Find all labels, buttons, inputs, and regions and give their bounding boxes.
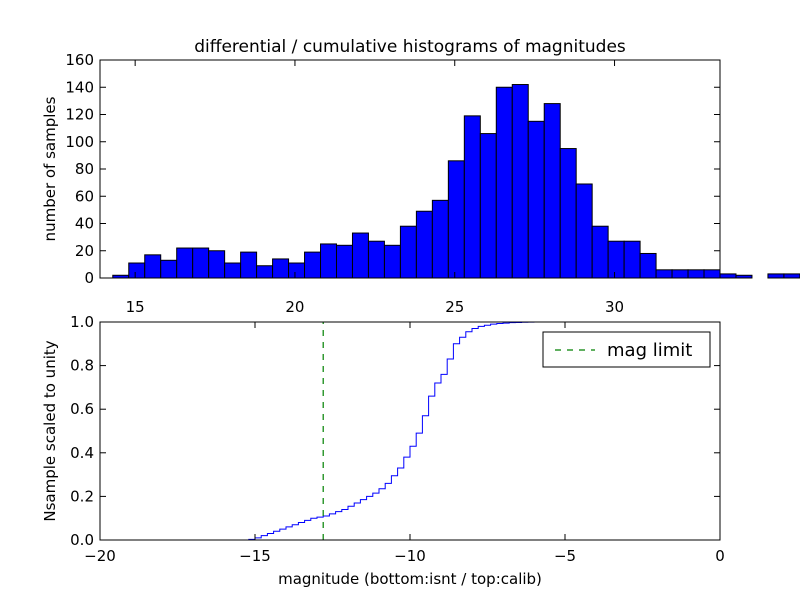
y-tick-label: 160 — [65, 51, 94, 69]
x-tick-label: 15 — [126, 298, 145, 316]
histogram-bar — [160, 259, 178, 279]
x-tick-label: −15 — [239, 547, 271, 565]
histogram-bar — [128, 262, 146, 279]
x-tick-label: 0 — [715, 547, 725, 565]
y-tick-label: 140 — [65, 78, 94, 96]
histogram-bar — [607, 240, 625, 279]
bottom-y-axis-label: Nsample scaled to unity — [41, 340, 59, 521]
y-tick-label: 20 — [75, 242, 94, 260]
histogram-bar — [671, 269, 689, 279]
histogram-bar — [208, 250, 226, 279]
histogram-bar — [351, 232, 369, 279]
y-tick-label: 0.4 — [70, 444, 94, 462]
histogram-bar — [735, 274, 753, 279]
histogram-bar — [703, 269, 721, 279]
top-axis-ticks: 15 20 25 30 0 20 40 60 80 100 120 140 160 — [65, 51, 720, 316]
histogram-bar — [511, 84, 529, 279]
y-tick-label: 80 — [75, 160, 94, 178]
histogram-bar — [415, 210, 433, 279]
y-tick-label: 0.6 — [70, 400, 94, 418]
histogram-bar — [639, 252, 657, 279]
x-tick-label: 25 — [445, 298, 464, 316]
y-tick-label: 60 — [75, 187, 94, 205]
histogram-bar — [399, 225, 417, 279]
histogram-bar — [543, 103, 561, 279]
legend-label-mag-limit: mag limit — [607, 340, 692, 361]
histogram-bar — [320, 243, 337, 279]
histogram-bar — [719, 273, 737, 279]
histogram-bar — [192, 247, 210, 279]
bottom-axis-ticks: −20 −15 −10 −5 0 0.0 0.2 0.4 0.6 0.8 1.0 — [70, 313, 725, 565]
x-tick-label: −5 — [554, 547, 576, 565]
histogram-bar — [383, 244, 401, 279]
histogram-bar — [447, 160, 465, 279]
x-tick-label: 20 — [285, 298, 304, 316]
top-y-axis-label: number of samples — [41, 96, 59, 241]
bottom-x-axis-label: magnitude (bottom:isnt / top:calib) — [278, 570, 542, 588]
histogram-bar — [479, 133, 497, 279]
histogram-bar — [559, 148, 577, 279]
histogram-bar — [224, 262, 242, 279]
cumulative-step-line — [100, 321, 720, 541]
cumulative-chart: −20 −15 −10 −5 0 0.0 0.2 0.4 0.6 0.8 1.0 Nsample s… — [41, 313, 725, 588]
histogram-bar — [687, 269, 705, 279]
histogram-chart: differential / cumulative histograms of … — [41, 37, 800, 316]
histogram-bar — [575, 183, 593, 279]
y-tick-label: 120 — [65, 106, 94, 124]
x-tick-label: 30 — [605, 298, 624, 316]
y-tick-label: 0.2 — [70, 487, 94, 505]
histogram-bar — [176, 247, 194, 279]
y-tick-label: 0.0 — [70, 531, 94, 549]
y-tick-label: 1.0 — [70, 313, 94, 331]
y-tick-label: 100 — [65, 133, 94, 151]
histogram-bar — [495, 86, 513, 279]
histogram-bar — [463, 115, 481, 279]
chart-title: differential / cumulative histograms of … — [194, 37, 626, 57]
histogram-bar — [591, 225, 609, 279]
histogram-bars — [112, 84, 800, 279]
histogram-bar — [431, 199, 449, 279]
x-tick-label: −20 — [84, 547, 116, 565]
histogram-bar — [288, 262, 306, 279]
histogram-bar — [367, 240, 385, 279]
histogram-bar — [256, 265, 274, 279]
histogram-bar — [144, 254, 162, 279]
histogram-bar — [240, 251, 258, 279]
y-tick-label: 40 — [75, 215, 94, 233]
histogram-bar — [304, 251, 322, 279]
histogram-bar — [272, 258, 290, 279]
histogram-bar — [655, 269, 673, 279]
histogram-bar — [527, 120, 545, 279]
y-tick-label: 0 — [84, 269, 94, 287]
histogram-bar — [623, 240, 641, 279]
histogram-bar — [335, 244, 353, 279]
histogram-bar — [783, 273, 800, 279]
y-tick-label: 0.8 — [70, 357, 94, 375]
x-tick-label: −10 — [394, 547, 426, 565]
legend: mag limit — [542, 331, 711, 368]
histogram-bar — [767, 273, 785, 279]
